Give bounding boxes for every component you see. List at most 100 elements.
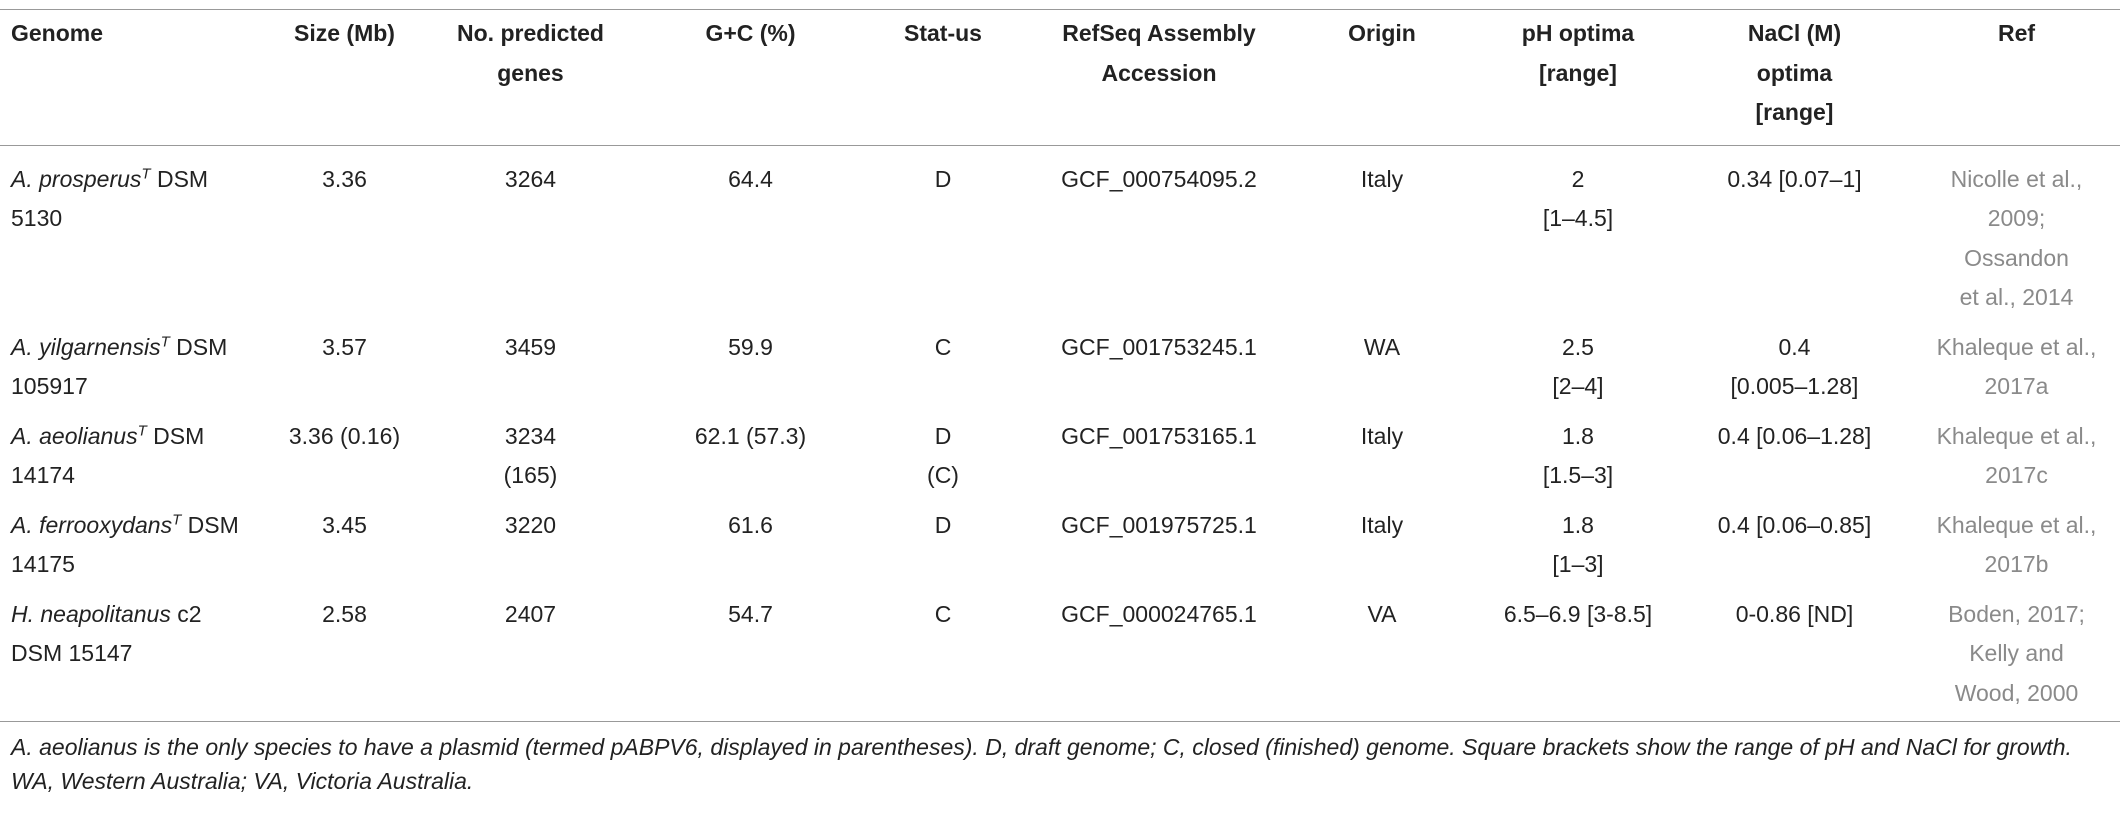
table-body: A. prosperusT DSM 5130 3.36 3264 64.4 D GCF_0…	[0, 145, 2120, 722]
column-header: Ref	[1913, 9, 2120, 146]
cell-text: 2407	[504, 600, 557, 627]
cell-text: D	[934, 165, 952, 192]
cell-text: 2.5	[1562, 333, 1594, 360]
type-strain-mark: T	[137, 421, 147, 439]
cell-text: 2017a	[1984, 373, 2049, 399]
cell-text: Italy	[1360, 511, 1404, 538]
cell-text: 2	[1571, 165, 1585, 192]
header-text: [range]	[1755, 99, 1834, 125]
cell-text: 3234	[504, 422, 557, 449]
table-cell: 3264	[412, 145, 649, 323]
cell-text: 3264	[504, 165, 557, 192]
table-cell: GCF_000754095.2	[1034, 145, 1284, 323]
table-cell: 59.9	[649, 323, 852, 412]
table-cell: C	[852, 589, 1034, 722]
species-name: A. prosperus	[11, 165, 142, 192]
species-name: A. aeolianus	[11, 422, 138, 449]
header-text: pH optima	[1521, 20, 1635, 46]
cell-text: 6.5–6.9 [3-8.5]	[1503, 600, 1653, 627]
genome-cell: A. yilgarnensisT DSM 105917	[0, 323, 277, 412]
header-text: Genome	[11, 20, 104, 46]
cell-text: Khaleque et al.,	[1936, 333, 2097, 360]
genome-cell: A. ferrooxydansT DSM 14175	[0, 501, 277, 590]
cell-text: 3.36	[322, 165, 367, 192]
table-cell: Khaleque et al., 2017c	[1913, 412, 2120, 501]
species-name: H. neapolitanus	[11, 600, 171, 627]
cell-text: GCF_000754095.2	[1061, 165, 1257, 192]
column-header: Size (Mb)	[277, 9, 412, 146]
table-cell: 61.6	[649, 501, 852, 590]
cell-text: 54.7	[728, 600, 773, 627]
cell-text: Khaleque et al.,	[1936, 511, 2097, 538]
table-cell: Italy	[1284, 501, 1480, 590]
strain: DSM 105917	[11, 333, 228, 400]
cell-text: (C)	[927, 462, 959, 488]
header-text: Stat-us	[904, 20, 982, 46]
cell-text: 2009;	[1987, 205, 2046, 231]
column-header: No. predicted genes	[412, 9, 649, 146]
cell-text: D	[934, 422, 952, 449]
footnote: A. aeolianus is the only species to have…	[11, 734, 2072, 794]
cell-text: [2–4]	[1552, 373, 1604, 399]
table-cell: 3.36 (0.16)	[277, 412, 412, 501]
cell-text: 3220	[504, 511, 557, 538]
cell-text: C	[934, 333, 952, 360]
data-table: Genome Size (Mb) No. predicted genes G+C (%)…	[0, 9, 2120, 722]
header-text: genes	[497, 59, 564, 86]
cell-text: GCF_000024765.1	[1061, 600, 1257, 627]
cell-text: 64.4	[728, 165, 773, 192]
table-cell: 0-0.86 [ND]	[1676, 589, 1913, 722]
table-cell: Nicolle et al., 2009; Ossandon et al., 2014	[1913, 145, 2120, 323]
column-header: NaCl (M) optima [range]	[1676, 9, 1913, 146]
table-cell: 3220	[412, 501, 649, 590]
table-cell: 1.8 [1.5–3]	[1480, 412, 1676, 501]
header-text: Accession	[1101, 59, 1217, 86]
type-strain-mark: T	[172, 510, 182, 528]
strain: DSM 5130	[11, 165, 209, 232]
cell-text: 2.58	[322, 600, 367, 627]
cell-text: 59.9	[728, 333, 773, 360]
cell-text: 1.8	[1562, 422, 1594, 449]
table-cell: WA	[1284, 323, 1480, 412]
cell-text: 3.45	[322, 511, 367, 538]
table-cell: Italy	[1284, 145, 1480, 323]
table-cell: 64.4	[649, 145, 852, 323]
table-cell: 2.58	[277, 589, 412, 722]
strain: c2 DSM 15147	[11, 600, 202, 667]
strain: DSM 14174	[11, 422, 205, 489]
table-cell: 0.4 [0.005–1.28]	[1676, 323, 1913, 412]
table-cell: D	[852, 501, 1034, 590]
cell-text: 1.8	[1562, 511, 1594, 538]
header-text: RefSeq Assembly	[1062, 20, 1256, 46]
header-text: Size (Mb)	[294, 20, 395, 46]
table-cell: Khaleque et al., 2017a	[1913, 323, 2120, 412]
table-cell: 3459	[412, 323, 649, 412]
table-cell: C	[852, 323, 1034, 412]
table-cell: VA	[1284, 589, 1480, 722]
cell-text: 0-0.86 [ND]	[1735, 600, 1854, 627]
table-cell: D (C)	[852, 412, 1034, 501]
type-strain-mark: T	[160, 332, 170, 350]
table-cell: GCF_001975725.1	[1034, 501, 1284, 590]
table-cell: GCF_001753165.1	[1034, 412, 1284, 501]
table-row: H. neapolitanus c2 DSM 15147 2.58 2407 54.7…	[0, 589, 2120, 722]
table-row: A. yilgarnensisT DSM 105917 3.57 3459 59.9 C…	[0, 323, 2120, 412]
table-cell: 62.1 (57.3)	[649, 412, 852, 501]
column-header: Genome	[0, 9, 277, 146]
header-text: G+C (%)	[705, 20, 796, 46]
column-header: Origin	[1284, 9, 1480, 146]
header-text: NaCl (M)	[1747, 20, 1842, 46]
column-header: Stat-us	[852, 9, 1034, 146]
cell-text: C	[934, 600, 952, 627]
cell-text: Italy	[1360, 422, 1404, 449]
cell-text: 3459	[504, 333, 557, 360]
table-row: A. aeolianusT DSM 14174 3.36 (0.16) 3234 (1…	[0, 412, 2120, 501]
strain: DSM 14175	[11, 511, 239, 578]
cell-text: Nicolle et al.,	[1950, 165, 2083, 192]
table-cell: 0.4 [0.06–1.28]	[1676, 412, 1913, 501]
species-name: A. yilgarnensis	[11, 333, 161, 360]
cell-text: Italy	[1360, 165, 1404, 192]
cell-text: 0.34 [0.07–1]	[1727, 165, 1862, 192]
table-row: A. ferrooxydansT DSM 14175 3.45 3220 61.6 D G…	[0, 501, 2120, 590]
genome-cell: A. aeolianusT DSM 14174	[0, 412, 277, 501]
